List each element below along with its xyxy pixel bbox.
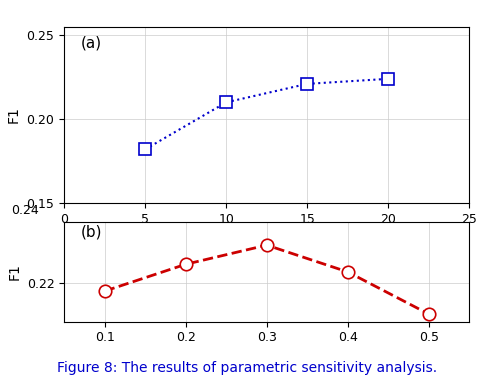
Text: (a): (a) [81, 36, 102, 51]
Text: (b): (b) [81, 224, 102, 239]
Text: Figure 8: The results of parametric sensitivity analysis.: Figure 8: The results of parametric sens… [57, 361, 437, 375]
Text: 0.24: 0.24 [11, 204, 40, 217]
Y-axis label: F1: F1 [7, 106, 21, 123]
Y-axis label: F1: F1 [7, 264, 21, 280]
